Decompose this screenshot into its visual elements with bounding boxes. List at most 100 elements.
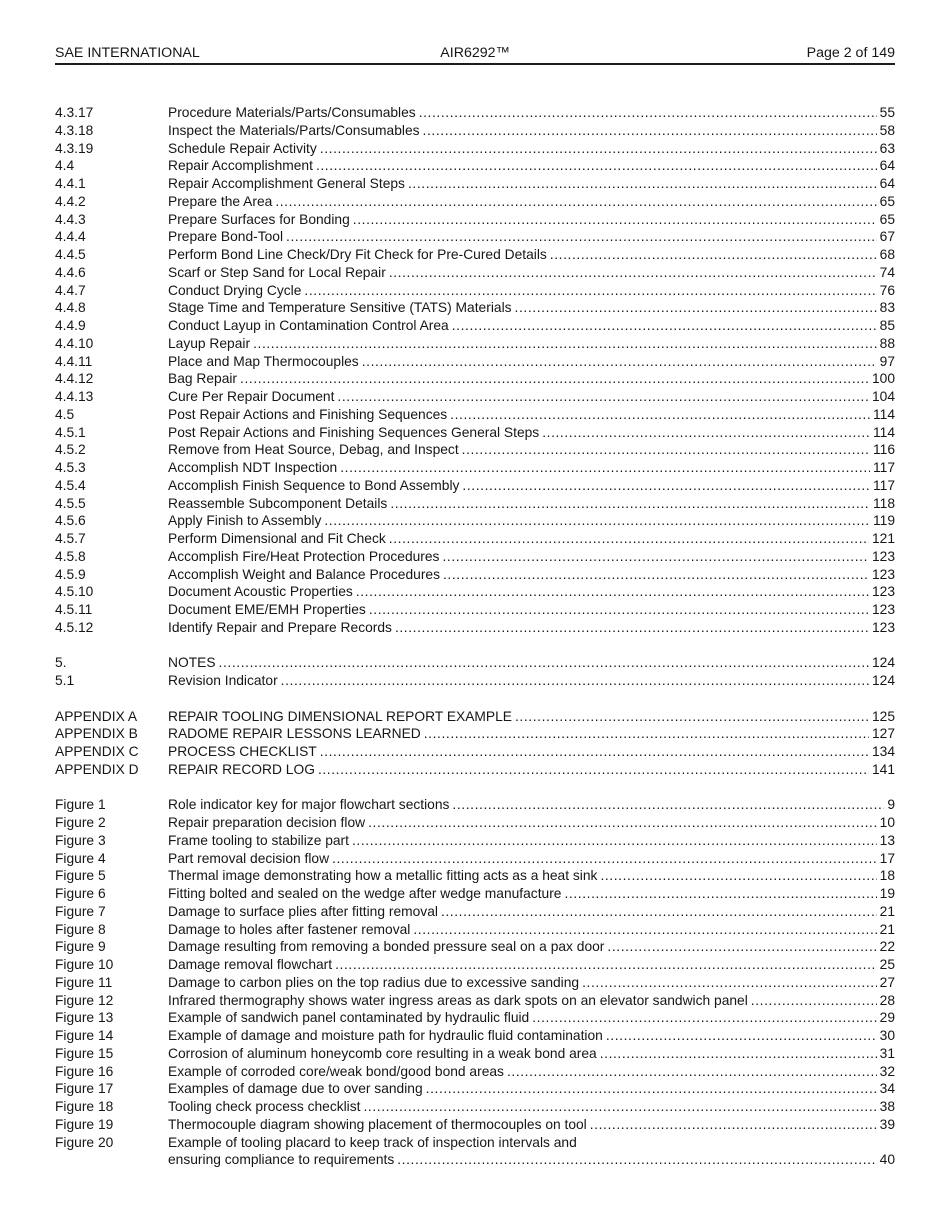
toc-entry-line: REPAIR RECORD LOG 141 <box>168 761 895 779</box>
toc-entry-line: NOTES 124 <box>168 654 895 672</box>
dot-leader <box>462 477 870 495</box>
toc-entry-label: APPENDIX C <box>55 744 139 759</box>
toc-entry-page: 30 <box>879 1028 895 1043</box>
dot-leader <box>424 725 869 743</box>
toc-entry-page: 39 <box>879 1116 895 1132</box>
table-of-contents: 4.3.17 Procedure Materials/Parts/Consumab… <box>55 104 895 1169</box>
dot-leader <box>389 530 869 548</box>
toc-entry-label: 4.5.1 <box>55 424 86 440</box>
toc-entry-label: 4.5.10 <box>55 584 94 600</box>
toc-entry-line: Thermal image demonstrating how a metall… <box>168 867 895 885</box>
toc-entry-line: Scarf or Step Sand for Local Repair 74 <box>168 264 895 282</box>
toc-entry-page: 124 <box>871 655 895 671</box>
toc-entry-line: Prepare Surfaces for Bonding 65 <box>168 211 895 229</box>
toc-row: 4.3.18 Inspect the Materials/Parts/Consum… <box>55 122 895 140</box>
toc-row: 4.5.8 Accomplish Fire/Heat Protection Pro… <box>55 548 895 566</box>
toc-entry-line: Role indicator key for major flowchart s… <box>168 796 895 814</box>
page-header: SAE INTERNATIONAL AIR6292™ Page 2 of 149 <box>55 45 895 65</box>
toc-entry-title: Reassemble Subcomponent Details <box>168 495 388 511</box>
toc-entry-title: Role indicator key for major flowchart s… <box>168 797 450 813</box>
toc-entry-line: Cure Per Repair Document 104 <box>168 388 895 406</box>
toc-entry-line: PROCESS CHECKLIST 134 <box>168 743 895 761</box>
toc-entry-title: Part removal decision flow <box>168 850 330 866</box>
toc-entry-line: Perform Bond Line Check/Dry Fit Check fo… <box>168 246 895 264</box>
toc-entry-line: Post Repair Actions and Finishing Sequen… <box>168 424 895 442</box>
toc-entry-page: 65 <box>879 211 895 227</box>
dot-leader <box>426 1080 877 1098</box>
toc-entry-line: Damage to holes after fastener removal 21 <box>168 921 895 939</box>
toc-entry-label: Figure 18 <box>55 1099 114 1114</box>
toc-row: 4.3.17 Procedure Materials/Parts/Consumab… <box>55 104 895 122</box>
toc-entry-label: 4.4 <box>55 158 75 174</box>
toc-entry-title: Prepare Surfaces for Bonding <box>168 211 350 227</box>
toc-entry-label: APPENDIX A <box>55 708 138 724</box>
toc-entry-page: 123 <box>871 584 895 600</box>
toc-row: Figure 6 Fitting bolted and sealed on the… <box>55 885 895 903</box>
toc-entry-title: Revision Indicator <box>168 673 278 688</box>
toc-entry-title-line2: ensuring compliance to requirements <box>168 1152 395 1168</box>
toc-row: APPENDIX D REPAIR RECORD LOG 141 <box>55 761 895 779</box>
toc-entry-page: 116 <box>873 442 895 458</box>
toc-entry-label: 4.5.3 <box>55 460 86 475</box>
toc-entry-page: 21 <box>879 921 895 937</box>
dot-leader <box>356 583 869 601</box>
toc-group-figures: Figure 1 Role indicator key for major flo… <box>55 796 895 1169</box>
toc-entry-page: 27 <box>879 974 895 990</box>
toc-row: 4.4.12 Bag Repair 100 <box>55 370 895 388</box>
toc-entry-page: 88 <box>879 335 895 351</box>
toc-entry-label: 4.3.19 <box>55 140 94 156</box>
toc-entry-line: Place and Map Thermocouples 97 <box>168 353 895 371</box>
toc-entry-label: Figure 12 <box>55 992 114 1008</box>
toc-entry-line: Example of corroded core/weak bond/good … <box>168 1063 895 1081</box>
toc-entry-line: Stage Time and Temperature Sensitive (TA… <box>168 299 895 317</box>
toc-entry-line: Part removal decision flow 17 <box>168 850 895 868</box>
dot-leader <box>441 903 877 921</box>
dot-leader <box>452 317 877 335</box>
toc-entry-page: 134 <box>871 744 895 759</box>
toc-entry-label: 4.4.13 <box>55 389 94 404</box>
toc-row: 4.4.1 Repair Accomplishment General Steps… <box>55 175 895 193</box>
dot-leader <box>443 566 869 584</box>
toc-row: Figure 19 Thermocouple diagram showing pl… <box>55 1116 895 1134</box>
toc-entry-label: Figure 20 <box>55 1134 114 1150</box>
toc-entry-title: Conduct Layup in Contamination Control A… <box>168 318 449 333</box>
toc-row: Figure 7 Damage to surface plies after fi… <box>55 903 895 921</box>
toc-row: 4.5.2 Remove from Heat Source, Debag, and… <box>55 441 895 459</box>
toc-row: APPENDIX C PROCESS CHECKLIST 134 <box>55 743 895 761</box>
dot-leader <box>419 104 877 122</box>
toc-entry-title: Inspect the Materials/Parts/Consumables <box>168 122 420 138</box>
toc-entry-label: Figure 1 <box>55 797 106 813</box>
toc-row: Figure 12 Infrared thermography shows wat… <box>55 992 895 1010</box>
toc-entry-line: Document Acoustic Properties 123 <box>168 583 895 601</box>
toc-row: 4.4.2 Prepare the Area 65 <box>55 193 895 211</box>
toc-entry-title: REPAIR RECORD LOG <box>168 761 315 777</box>
dot-leader <box>515 708 869 726</box>
toc-entry-line: Accomplish Weight and Balance Procedures… <box>168 566 895 584</box>
toc-row: 4.5.5 Reassemble Subcomponent Details 118 <box>55 495 895 513</box>
toc-entry-line: REPAIR TOOLING DIMENSIONAL REPORT EXAMPL… <box>168 708 895 726</box>
toc-entry-title: Scarf or Step Sand for Local Repair <box>168 264 386 280</box>
toc-entry-label: Figure 17 <box>55 1081 114 1097</box>
toc-entry-label: 4.5.6 <box>55 513 86 529</box>
toc-entry-page: 121 <box>871 531 895 546</box>
toc-entry-page: 74 <box>879 264 895 280</box>
toc-entry-page: 55 <box>879 105 895 120</box>
toc-entry-title: PROCESS CHECKLIST <box>168 744 317 759</box>
toc-entry-title: Example of corroded core/weak bond/good … <box>168 1063 504 1079</box>
toc-entry-page: 64 <box>879 158 895 174</box>
toc-entry-label: APPENDIX D <box>55 761 139 777</box>
toc-row: 4.3.19 Schedule Repair Activity 63 <box>55 140 895 158</box>
dot-leader <box>316 157 877 175</box>
toc-entry-title: RADOME REPAIR LESSONS LEARNED <box>168 726 421 742</box>
toc-entry-title: Stage Time and Temperature Sensitive (TA… <box>168 300 512 316</box>
toc-entry-label: Figure 5 <box>55 868 106 884</box>
toc-entry-label: 4.4.11 <box>55 353 93 369</box>
toc-row-continuation: ensuring compliance to requirements 40 <box>55 1151 895 1169</box>
dot-leader <box>452 796 884 814</box>
toc-entry-line: Damage resulting from removing a bonded … <box>168 938 895 956</box>
toc-entry-line: Example of damage and moisture path for … <box>168 1027 895 1045</box>
toc-row: Figure 10 Damage removal flowchart 25 <box>55 956 895 974</box>
toc-entry-line: Conduct Layup in Contamination Control A… <box>168 317 895 335</box>
toc-entry-label: 4.5.4 <box>55 477 86 493</box>
